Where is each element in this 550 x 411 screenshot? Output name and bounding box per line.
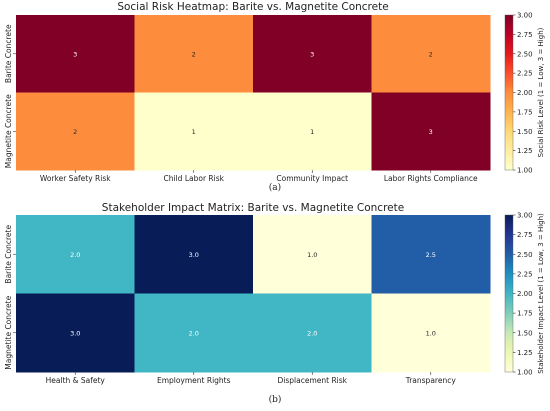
- colorbar-tick-label: 1.50: [517, 329, 533, 337]
- heatmap-cell: [134, 293, 254, 373]
- cell-value-label: 2.5: [426, 251, 436, 259]
- heatmap-cell: [16, 215, 135, 294]
- colorbar-tick-label: 2.50: [517, 251, 533, 259]
- colorbar-tick-label: 1.50: [517, 128, 533, 136]
- colorbar-tick-label: 1.00: [517, 167, 533, 175]
- heatmap-cell: [253, 15, 372, 93]
- cell-value-label: 2.0: [307, 329, 317, 337]
- cell-value-label: 1.0: [307, 251, 317, 259]
- cell-value-label: 3: [73, 50, 77, 58]
- heatmap-cell: [253, 92, 372, 171]
- heatmap-cell: [371, 215, 491, 294]
- heatmap-cell: [134, 215, 254, 294]
- heatmap-cell: [371, 293, 491, 373]
- colorbar-tick-label: 3.00: [517, 212, 533, 220]
- cell-value-label: 3.0: [70, 329, 80, 337]
- panel-caption: (a): [269, 182, 281, 193]
- colorbar-tick-label: 3.00: [517, 12, 533, 20]
- cell-value-label: 1: [192, 128, 196, 136]
- column-tick-label: Health & Safety: [46, 376, 106, 385]
- colorbar-tick-label: 2.75: [517, 231, 533, 239]
- cell-value-label: 2: [73, 128, 77, 136]
- column-tick-label: Transparency: [405, 376, 457, 385]
- heatmap-panel-b: Stakeholder Impact Matrix: Barite vs. Ma…: [4, 202, 545, 405]
- colorbar-tick-label: 2.50: [517, 50, 533, 58]
- column-tick-label: Child Labor Risk: [164, 174, 225, 183]
- column-tick-label: Worker Safety Risk: [40, 174, 111, 183]
- cell-value-label: 3: [310, 50, 314, 58]
- colorbar-label: Stakeholder Impact Level (1 = Low, 3 = H…: [537, 213, 545, 374]
- panel-caption: (b): [269, 394, 282, 405]
- heatmap-panel-a: Social Risk Heatmap: Barite vs. Magnetit…: [4, 1, 545, 193]
- colorbar-tick-label: 2.25: [517, 270, 533, 278]
- heatmap-cell: [134, 92, 254, 171]
- colorbar-tick-label: 1.25: [517, 349, 533, 357]
- column-tick-label: Employment Rights: [157, 376, 231, 385]
- cell-value-label: 2: [429, 50, 433, 58]
- column-tick-label: Community Impact: [276, 174, 348, 183]
- chart-title: Stakeholder Impact Matrix: Barite vs. Ma…: [102, 202, 404, 214]
- colorbar-tick-label: 1.00: [517, 369, 533, 377]
- column-tick-label: Labor Rights Compliance: [384, 174, 478, 183]
- colorbar: [504, 214, 514, 373]
- row-tick-label: Barite Concrete: [4, 225, 13, 284]
- heatmap-cell: [253, 215, 372, 294]
- colorbar-tick-label: 1.75: [517, 108, 533, 116]
- heatmap-cell: [16, 15, 135, 93]
- colorbar-tick-label: 2.00: [517, 290, 533, 298]
- row-tick-label: Magnetite Concrete: [4, 94, 13, 168]
- colorbar-tick-label: 2.25: [517, 70, 533, 78]
- cell-value-label: 3.0: [189, 251, 199, 259]
- cell-value-label: 2: [192, 50, 196, 58]
- cell-value-label: 3: [429, 128, 433, 136]
- colorbar-tick-label: 1.25: [517, 147, 533, 155]
- colorbar-tick-label: 1.75: [517, 310, 533, 318]
- colorbar-tick-label: 2.75: [517, 31, 533, 39]
- heatmap-cell: [16, 92, 135, 171]
- row-tick-label: Barite Concrete: [4, 24, 13, 83]
- heatmap-cell: [16, 293, 135, 373]
- cell-value-label: 1.0: [426, 329, 436, 337]
- chart-title: Social Risk Heatmap: Barite vs. Magnetit…: [117, 1, 388, 13]
- heatmap-cell: [371, 15, 491, 93]
- cell-value-label: 2.0: [189, 329, 199, 337]
- heatmap-cell: [253, 293, 372, 373]
- cell-value-label: 1: [310, 128, 314, 136]
- heatmap-cell: [371, 92, 491, 171]
- column-tick-label: Displacement Risk: [278, 376, 348, 385]
- cell-value-label: 2.0: [70, 251, 80, 259]
- colorbar: [504, 14, 514, 171]
- heatmap-cell: [134, 15, 254, 93]
- row-tick-label: Magnetite Concrete: [4, 295, 13, 369]
- colorbar-label: Social Risk Level (1 = Low, 3 = High): [537, 27, 545, 157]
- colorbar-tick-label: 2.00: [517, 89, 533, 97]
